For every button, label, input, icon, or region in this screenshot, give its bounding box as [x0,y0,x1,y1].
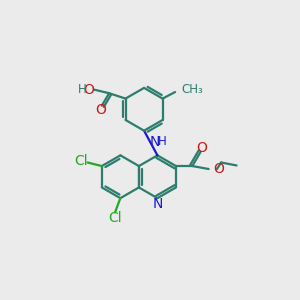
Text: Cl: Cl [108,211,122,225]
Text: O: O [196,141,207,154]
Text: O: O [95,103,106,118]
Text: H: H [158,135,167,148]
Text: CH₃: CH₃ [182,83,203,96]
Text: O: O [83,83,94,97]
Text: N: N [150,134,160,148]
Text: O: O [213,162,224,176]
Text: Cl: Cl [74,154,88,168]
Text: H: H [77,83,86,96]
Text: N: N [152,196,163,211]
